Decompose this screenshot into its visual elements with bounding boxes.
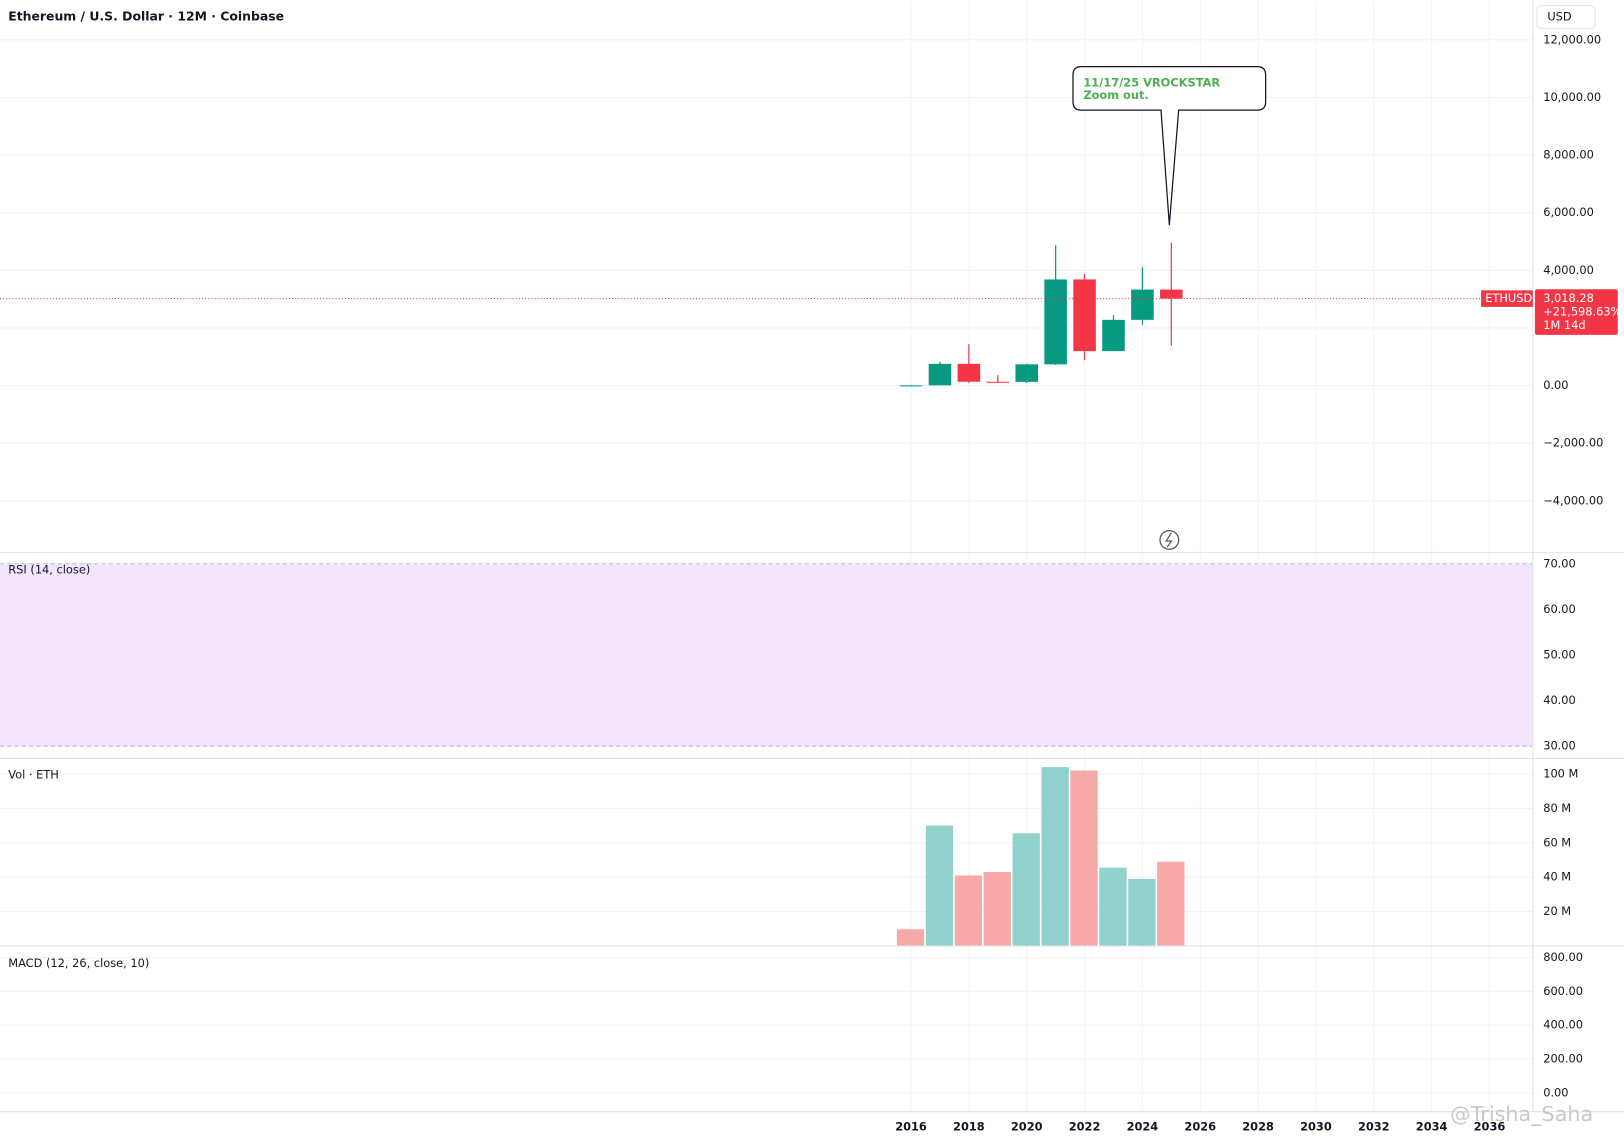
mark-layer <box>0 242 1533 946</box>
y-tick-label: 100 M <box>1543 766 1578 780</box>
alert-icon[interactable] <box>1159 530 1180 550</box>
y-tick-label: 70.00 <box>1543 556 1576 570</box>
y-tick-label: 10,000.00 <box>1543 90 1601 104</box>
countdown-label: 1M 14d <box>1543 318 1585 332</box>
chart-title: Ethereum / U.S. Dollar · 12M · Coinbase <box>8 8 284 23</box>
annotation-line: Zoom out. <box>1083 88 1148 102</box>
candle-body <box>1015 364 1039 382</box>
x-tick-label: 2028 <box>1242 1120 1274 1134</box>
y-tick-label: 4,000.00 <box>1543 263 1594 277</box>
change-label: +21,598.63% <box>1543 305 1621 319</box>
volume-bar <box>1099 867 1127 946</box>
alert-icon-bolt <box>1165 532 1173 548</box>
y-tick-label: −2,000.00 <box>1543 436 1603 450</box>
y-tick-label: 60 M <box>1543 835 1571 849</box>
pane-title: Vol · ETH <box>8 768 59 782</box>
currency-label[interactable]: USD <box>1547 9 1572 23</box>
symbol-label: ETHUSD <box>1485 291 1532 305</box>
symbol-tag <box>1481 290 1533 307</box>
x-tick-label: 2030 <box>1300 1120 1332 1134</box>
watermark: @Trisha_Saha <box>1450 1102 1593 1127</box>
volume-bar <box>1070 770 1098 946</box>
annotation-bubble <box>1072 66 1267 226</box>
pane-title: MACD (12, 26, close, 10) <box>8 956 149 970</box>
x-tick-label: 2018 <box>953 1120 985 1134</box>
x-tick-label: 2024 <box>1127 1120 1159 1134</box>
volume-bar <box>1012 833 1040 946</box>
annotation-line: 11/17/25 VROCKSTAR <box>1083 76 1220 90</box>
y-tick-label: 8,000.00 <box>1543 148 1594 162</box>
x-tick-label: 2022 <box>1069 1120 1101 1134</box>
volume-bar <box>1128 878 1156 946</box>
volume-bar <box>954 875 983 946</box>
x-tick-label: 2036 <box>1474 1120 1506 1134</box>
candle-body <box>957 363 981 382</box>
volume-bar <box>925 825 954 946</box>
y-tick-label: 400.00 <box>1543 1018 1583 1032</box>
y-tick-label: 200.00 <box>1543 1052 1583 1066</box>
x-tick-label: 2032 <box>1358 1120 1390 1134</box>
y-tick-label: 600.00 <box>1543 984 1583 998</box>
y-tick-label: 12,000.00 <box>1543 32 1601 46</box>
y-tick-label: 30.00 <box>1543 739 1576 753</box>
candle-body <box>1102 319 1125 352</box>
candle-body <box>986 381 1010 383</box>
candle-body <box>1160 289 1183 299</box>
candle-body <box>928 363 952 386</box>
y-tick-label: 6,000.00 <box>1543 205 1594 219</box>
y-tick-label: 50.00 <box>1543 647 1576 661</box>
y-tick-label: 20 M <box>1543 904 1571 918</box>
x-tick-label: 2026 <box>1184 1120 1216 1134</box>
price-tag <box>1534 289 1618 335</box>
volume-bar <box>1041 767 1069 946</box>
y-tick-label: 0.00 <box>1543 378 1568 392</box>
volume-bar <box>983 872 1011 946</box>
pane-title: RSI (14, close) <box>8 563 90 577</box>
y-tick-label: 40 M <box>1543 870 1571 884</box>
x-tick-label: 2016 <box>895 1120 927 1134</box>
y-tick-label: 0.00 <box>1543 1085 1568 1099</box>
grid-layer <box>0 0 1533 1112</box>
x-tick-label: 2034 <box>1416 1120 1448 1134</box>
candle-body <box>1073 279 1096 352</box>
volume-bar <box>896 929 925 946</box>
y-tick-label: −4,000.00 <box>1543 493 1603 507</box>
candle-body <box>1044 279 1067 365</box>
candle-body <box>1131 289 1154 320</box>
volume-bar <box>1157 861 1185 946</box>
candle-body <box>899 385 923 387</box>
y-tick-label: 40.00 <box>1543 693 1576 707</box>
x-tick-label: 2020 <box>1011 1120 1043 1134</box>
currency-button[interactable] <box>1536 5 1596 29</box>
last-price-label: 3,018.28 <box>1543 291 1594 305</box>
rsi-band <box>0 563 1533 747</box>
y-tick-label: 80 M <box>1543 801 1571 815</box>
y-tick-label: 800.00 <box>1543 950 1583 964</box>
y-tick-label: 60.00 <box>1543 602 1576 616</box>
